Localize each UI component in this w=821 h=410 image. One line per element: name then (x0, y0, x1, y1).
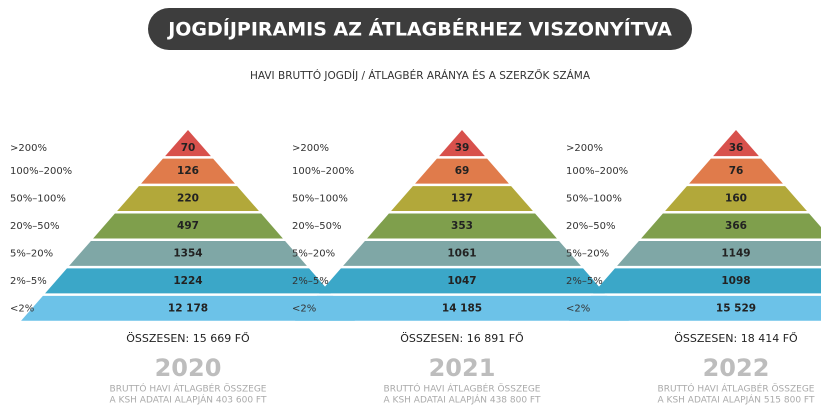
pyramid-level (93, 213, 283, 239)
pyramid-level (165, 130, 211, 157)
title-bar (148, 8, 692, 50)
level-label: 20%–50% (10, 221, 59, 232)
level-label: 20%–50% (566, 221, 615, 232)
total: ÖSSZESEN: 18 414 FŐ (674, 331, 798, 345)
level-label: >200% (292, 143, 329, 154)
pyramid-level (439, 130, 485, 157)
pyramid-level (569, 295, 821, 321)
pyramid-level (117, 186, 259, 212)
level-value: 14 185 (442, 302, 482, 314)
level-value: 70 (181, 142, 196, 154)
level-value: 15 529 (716, 302, 756, 314)
level-label: 2%–5% (566, 276, 603, 287)
level-value: 497 (177, 220, 199, 232)
level-value: 160 (725, 193, 747, 205)
level-label: 5%–20% (10, 248, 53, 259)
level-label: <2% (292, 303, 316, 314)
level-label: 5%–20% (566, 248, 609, 259)
level-label: 2%–5% (292, 276, 329, 287)
level-value: 39 (455, 142, 470, 154)
level-value: 353 (451, 220, 473, 232)
level-value: 12 178 (168, 302, 208, 314)
level-value: 1354 (173, 247, 202, 259)
level-value: 220 (177, 193, 199, 205)
pyramid-level (319, 268, 605, 294)
pyramid-level (641, 213, 821, 239)
level-label: 50%–100% (292, 194, 348, 205)
pyramid-level (295, 295, 629, 321)
level-value: 1098 (721, 275, 750, 287)
level-label: 20%–50% (292, 221, 341, 232)
pyramid-level (141, 158, 235, 184)
level-label: 2%–5% (10, 276, 47, 287)
level-value: 76 (729, 165, 744, 177)
level-value: 1047 (447, 275, 476, 287)
pyramid-level (69, 240, 307, 266)
pyramid-level (689, 158, 783, 184)
pyramid-level (391, 186, 533, 212)
level-label: 100%–200% (292, 166, 354, 177)
subtitle: HAVI BRUTTÓ JOGDÍJ / ÁTLAGBÉR ARÁNYA ÉS … (250, 68, 591, 82)
total: ÖSSZESEN: 15 669 FŐ (126, 331, 250, 345)
pyramid-level (713, 130, 759, 157)
note-line: A KSH ADATAI ALAPJÁN 403 600 FT (110, 394, 267, 406)
level-label: 100%–200% (566, 166, 628, 177)
note-line: A KSH ADATAI ALAPJÁN 515 800 FT (658, 394, 815, 406)
level-value: 1061 (447, 247, 476, 259)
pyramid-level (45, 268, 331, 294)
level-label: 50%–100% (566, 194, 622, 205)
note-line: A KSH ADATAI ALAPJÁN 438 800 FT (384, 394, 541, 406)
pyramid-level (343, 240, 581, 266)
total: ÖSSZESEN: 16 891 FŐ (400, 331, 524, 345)
level-value: 366 (725, 220, 747, 232)
level-value: 1149 (721, 247, 750, 259)
pyramid-level (593, 268, 821, 294)
pyramid-level (21, 295, 355, 321)
level-label: 100%–200% (10, 166, 72, 177)
level-label: >200% (10, 143, 47, 154)
level-value: 1224 (173, 275, 202, 287)
level-label: 50%–100% (10, 194, 66, 205)
note-line: BRUTTÓ HAVI ÁTLAGBÉR ÖSSZEGE (110, 383, 267, 395)
pyramid-level (665, 186, 807, 212)
note-line: BRUTTÓ HAVI ÁTLAGBÉR ÖSSZEGE (658, 383, 815, 395)
note-line: BRUTTÓ HAVI ÁTLAGBÉR ÖSSZEGE (384, 383, 541, 395)
level-label: >200% (566, 143, 603, 154)
level-value: 126 (177, 165, 199, 177)
year: 2022 (703, 354, 770, 382)
pyramid-level (617, 240, 821, 266)
year: 2020 (155, 354, 222, 382)
level-label: 5%–20% (292, 248, 335, 259)
level-value: 69 (455, 165, 470, 177)
title: JOGDÍJPIRAMIS AZ ÁTLAGBÉRHEZ VISZONYÍTVA (166, 18, 672, 41)
level-value: 36 (729, 142, 744, 154)
year: 2021 (429, 354, 496, 382)
level-label: <2% (566, 303, 590, 314)
level-value: 137 (451, 193, 473, 205)
level-label: <2% (10, 303, 34, 314)
pyramid-level (367, 213, 557, 239)
pyramid-level (415, 158, 509, 184)
